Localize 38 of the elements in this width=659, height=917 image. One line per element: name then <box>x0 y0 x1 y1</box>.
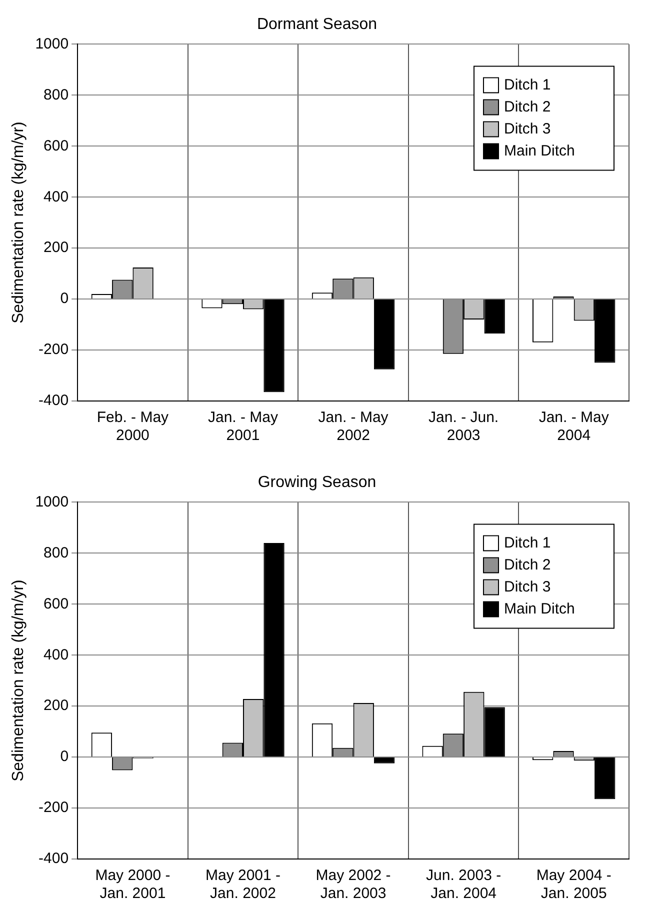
x-tick-label: May 2002 - Jan. 2003 <box>316 867 391 902</box>
chart-title: Growing Season <box>258 474 376 492</box>
legend-label: Ditch 1 <box>504 76 551 94</box>
y-tick-label: 200 <box>44 697 69 714</box>
y-tick-label: 800 <box>44 86 69 104</box>
y-tick-label: 0 <box>60 748 69 766</box>
legend-label: Ditch 1 <box>504 534 551 552</box>
legend-label: Main Ditch <box>504 142 575 160</box>
x-tick-label: May 2001 - Jan. 2002 <box>205 867 281 902</box>
x-tick-label: May 2004 - Jan. 2005 <box>536 867 612 902</box>
legend-label: Ditch 2 <box>504 98 551 116</box>
y-tick-label: 1000 <box>35 35 69 52</box>
y-tick-label: 200 <box>44 239 69 256</box>
y-tick-label: 400 <box>44 188 69 206</box>
x-tick-label: Jan. - Jun. 2003 <box>428 409 499 444</box>
y-tick-label: 600 <box>44 137 69 154</box>
legend-label: Ditch 2 <box>504 556 551 574</box>
y-tick-label: 400 <box>44 646 69 664</box>
y-tick-label: -200 <box>38 341 69 358</box>
legend-label: Ditch 3 <box>504 120 551 138</box>
y-tick-label: -400 <box>38 850 69 868</box>
x-tick-label: May 2000 - Jan. 2001 <box>95 867 170 902</box>
y-axis-title: Sedimentation rate (kg/m/yr) <box>10 580 28 782</box>
legend-label: Ditch 3 <box>504 578 551 596</box>
y-tick-label: 1000 <box>35 493 69 510</box>
chart-title: Dormant Season <box>256 16 378 34</box>
x-tick-label: Jan. - May 2001 <box>208 409 278 444</box>
y-tick-label: -400 <box>38 392 69 410</box>
x-tick-label: Jan. - May 2004 <box>538 409 610 444</box>
y-tick-label: 800 <box>44 544 69 562</box>
x-tick-label: Jan. - May 2002 <box>318 409 389 444</box>
legend-label: Main Ditch <box>504 600 575 618</box>
x-tick-label: Jun. 2003 - Jan. 2004 <box>426 867 502 902</box>
x-tick-label: Feb. - May 2000 <box>96 409 170 444</box>
y-axis-title: Sedimentation rate (kg/m/yr) <box>10 122 28 324</box>
y-tick-label: -200 <box>38 799 69 816</box>
y-tick-label: 0 <box>60 290 69 308</box>
y-tick-label: 600 <box>44 595 69 612</box>
